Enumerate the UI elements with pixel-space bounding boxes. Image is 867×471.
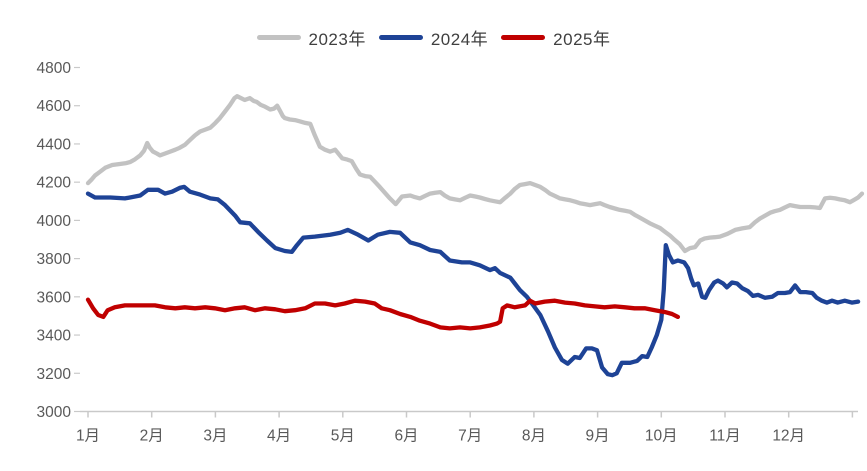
legend-swatch-2023	[256, 35, 301, 40]
x-axis-label: 10月	[645, 428, 678, 445]
y-axis-label: 4800	[37, 60, 72, 77]
x-axis-label: 8月	[522, 428, 546, 445]
x-axis-label: 3月	[203, 428, 227, 445]
legend-label-2024: 2024年	[430, 30, 489, 49]
series-line-2023年	[85, 94, 865, 254]
series-line-2025年	[85, 297, 681, 331]
y-axis-label: 3400	[37, 328, 72, 345]
legend-swatch-2024	[378, 35, 423, 40]
x-axis-label: 6月	[394, 428, 418, 445]
y-axis-label: 3000	[37, 404, 72, 421]
legend-item-2024: 2024年	[378, 25, 489, 50]
legend-item-2025: 2025年	[501, 25, 610, 50]
y-axis-label: 4200	[37, 175, 72, 192]
legend-label-2025: 2025年	[553, 30, 611, 49]
y-axis-label: 3200	[37, 366, 72, 383]
x-axis-label: 11月	[709, 428, 741, 445]
chart-legend: 2023年 2024年 2025年	[0, 25, 867, 50]
y-axis-label: 4600	[37, 98, 72, 115]
y-axis-label: 3800	[37, 251, 72, 268]
x-axis-label: 12月	[772, 428, 805, 445]
series-line-2024年	[85, 184, 861, 378]
x-axis-label: 4月	[267, 428, 291, 445]
y-axis-label: 3600	[37, 289, 72, 306]
x-axis-label: 9月	[586, 428, 610, 445]
x-axis-label: 1月	[76, 428, 100, 445]
x-axis-label: 7月	[458, 428, 482, 445]
x-axis-label: 2月	[140, 428, 164, 445]
y-axis-label: 4000	[37, 213, 72, 230]
y-axis-label: 4400	[37, 136, 72, 153]
legend-label-2023: 2023年	[308, 30, 366, 49]
x-axis-label: 5月	[331, 428, 355, 445]
legend-swatch-2025	[501, 35, 546, 40]
legend-item-2023: 2023年	[256, 25, 366, 50]
